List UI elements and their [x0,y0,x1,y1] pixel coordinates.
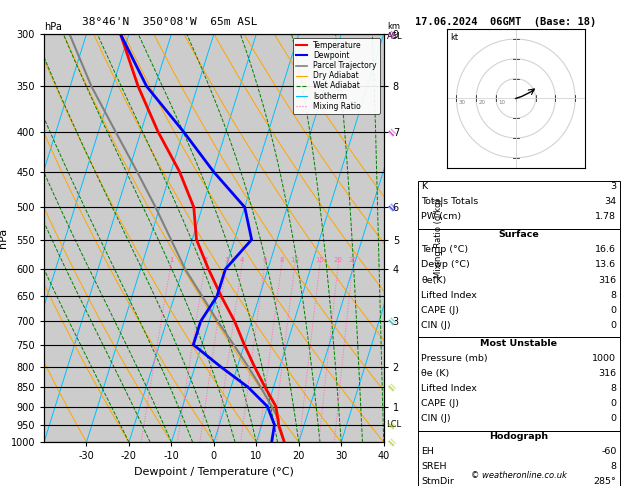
Text: |||: ||| [387,382,397,392]
Text: |||: ||| [387,420,397,430]
Text: PW (cm): PW (cm) [421,212,462,222]
Text: 0: 0 [610,414,616,423]
Text: 1000: 1000 [593,354,616,363]
Text: kt: kt [450,33,459,42]
Text: Surface: Surface [499,230,539,240]
Text: CAPE (J): CAPE (J) [421,306,459,315]
Text: 8: 8 [610,291,616,300]
Text: 13.6: 13.6 [595,260,616,270]
Text: 20: 20 [478,100,485,105]
Text: θe (K): θe (K) [421,369,450,378]
Text: 1: 1 [169,258,173,263]
Text: EH: EH [421,447,434,456]
Text: CIN (J): CIN (J) [421,414,451,423]
Text: 10: 10 [291,258,299,263]
Text: SREH: SREH [421,462,447,471]
Y-axis label: hPa: hPa [0,228,8,248]
Text: 8: 8 [610,384,616,393]
Text: © weatheronline.co.uk: © weatheronline.co.uk [471,471,567,480]
Text: 316: 316 [598,369,616,378]
Text: -60: -60 [601,447,616,456]
Text: 15: 15 [316,258,325,263]
Text: 34: 34 [604,197,616,207]
Text: Hodograph: Hodograph [489,432,548,441]
Text: 316: 316 [598,276,616,285]
Text: 1.78: 1.78 [596,212,616,222]
Text: Totals Totals: Totals Totals [421,197,479,207]
Text: Most Unstable: Most Unstable [481,339,557,348]
Text: 6: 6 [263,258,267,263]
Text: 0: 0 [610,399,616,408]
X-axis label: Dewpoint / Temperature (°C): Dewpoint / Temperature (°C) [134,467,294,477]
Text: CAPE (J): CAPE (J) [421,399,459,408]
Text: LCL: LCL [386,420,401,429]
Text: Pressure (mb): Pressure (mb) [421,354,488,363]
Text: Lifted Index: Lifted Index [421,384,477,393]
Text: |||: ||| [387,437,397,447]
Text: 10: 10 [498,100,505,105]
Text: 0: 0 [610,306,616,315]
Text: 38°46'N  350°08'W  65m ASL: 38°46'N 350°08'W 65m ASL [82,17,257,27]
Text: 0: 0 [610,321,616,330]
Text: K: K [421,182,428,191]
Text: 3: 3 [610,182,616,191]
Text: 8: 8 [610,462,616,471]
Text: StmDir: StmDir [421,477,454,486]
Text: 17.06.2024  06GMT  (Base: 18): 17.06.2024 06GMT (Base: 18) [415,17,596,27]
Legend: Temperature, Dewpoint, Parcel Trajectory, Dry Adiabat, Wet Adiabat, Isotherm, Mi: Temperature, Dewpoint, Parcel Trajectory… [292,38,380,114]
Text: 16.6: 16.6 [596,245,616,255]
Text: CIN (J): CIN (J) [421,321,451,330]
Text: 3: 3 [225,258,229,263]
Text: 30: 30 [459,100,465,105]
Text: Dewp (°C): Dewp (°C) [421,260,470,270]
Text: |||: ||| [387,316,397,326]
Text: |||: ||| [387,126,397,137]
Text: 20: 20 [334,258,343,263]
Text: θe(K): θe(K) [421,276,447,285]
Text: Lifted Index: Lifted Index [421,291,477,300]
Text: 4: 4 [240,258,244,263]
Text: 25: 25 [348,258,357,263]
Text: Mixing Ratio (g/kg): Mixing Ratio (g/kg) [433,198,443,278]
Text: Temp (°C): Temp (°C) [421,245,469,255]
Text: km
ASL: km ASL [387,22,403,41]
Text: 2: 2 [203,258,208,263]
Text: hPa: hPa [44,22,62,32]
Text: 285°: 285° [594,477,616,486]
Text: |||: ||| [387,202,397,212]
Text: |||: ||| [387,29,397,39]
Text: 8: 8 [279,258,284,263]
